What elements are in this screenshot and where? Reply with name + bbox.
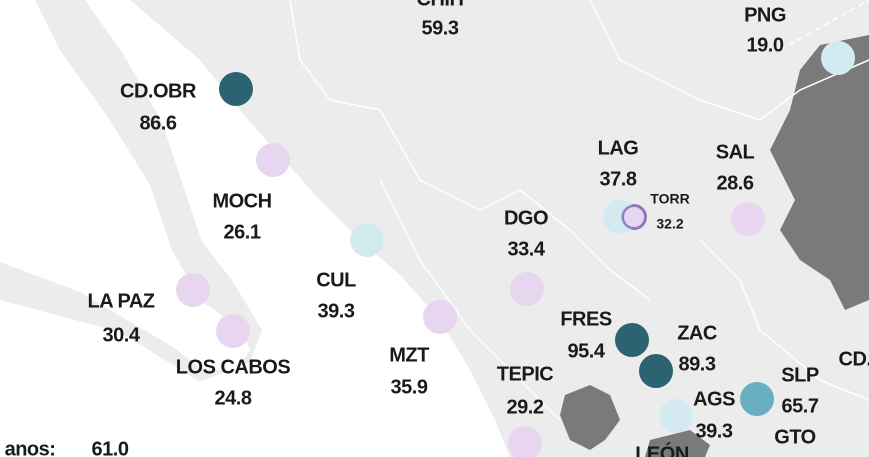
state-shape [645,430,710,457]
city-value: 37.8 [600,168,637,190]
city-label: PNG [744,4,786,26]
city-label: SAL [716,141,755,163]
city-marker [350,223,384,257]
city-marker [659,399,693,433]
city-label: TORR [650,191,689,207]
city-marker [740,382,774,416]
city-value: 29.2 [507,396,544,418]
city-label: MOCH [212,190,271,212]
city-label: CUL [316,269,356,291]
sea [0,0,510,457]
city-label: MZT [389,344,429,366]
city-marker [216,314,250,348]
city-value: 19.0 [747,34,784,56]
border [379,179,561,421]
city-value: 33.4 [508,238,546,260]
city-label: CD.OBR [120,80,197,102]
place-label: GTO [774,426,815,448]
city-marker [821,41,855,75]
city-label: LOS CABOS [176,356,291,378]
city-marker [510,272,544,306]
city-value: 26.1 [224,221,261,243]
city-marker [639,354,673,388]
city-label: AGS [693,388,735,410]
city-marker [423,300,457,334]
city-marker [508,426,542,457]
city-value: 39.3 [696,420,733,442]
city-value: 24.8 [215,387,252,409]
border [589,0,869,121]
place-label: CD. [839,348,869,370]
city-marker [219,72,253,106]
borders [289,0,869,421]
city-label: ZAC [677,322,717,344]
city-value: 28.6 [717,172,754,194]
city-label: SLP [781,364,819,386]
dashed-lines [319,0,869,457]
city-value: 32.2 [656,216,683,232]
city-value: 59.3 [422,17,459,39]
city-label: DGO [504,207,548,229]
dashed-line [319,379,461,457]
city-value: 86.6 [140,112,177,134]
city-value: 65.7 [782,395,819,417]
city-marker [615,323,649,357]
city-value: 39.3 [318,300,355,322]
city-label: LA PAZ [88,290,155,312]
border [289,0,651,301]
city-label: TEPIC [497,363,553,385]
city-value: 30.4 [103,324,141,346]
city-marker [176,273,210,307]
footer-label: anos: [5,438,56,457]
city-label: CHIH [417,0,464,10]
city-marker [731,202,765,236]
city-label: FRES [560,308,612,330]
state-shape [770,35,869,310]
state-shape [560,385,620,450]
city-value: 89.3 [679,353,716,375]
city-value: 35.9 [391,376,428,398]
city-marker [256,143,290,177]
city-label: LAG [598,137,639,159]
dashed-line [779,0,869,51]
footer-value: 61.0 [92,438,129,457]
city-value: 95.4 [568,340,606,362]
place-label: LEÓN [635,441,689,457]
border [699,239,869,401]
city-marker [622,205,646,229]
